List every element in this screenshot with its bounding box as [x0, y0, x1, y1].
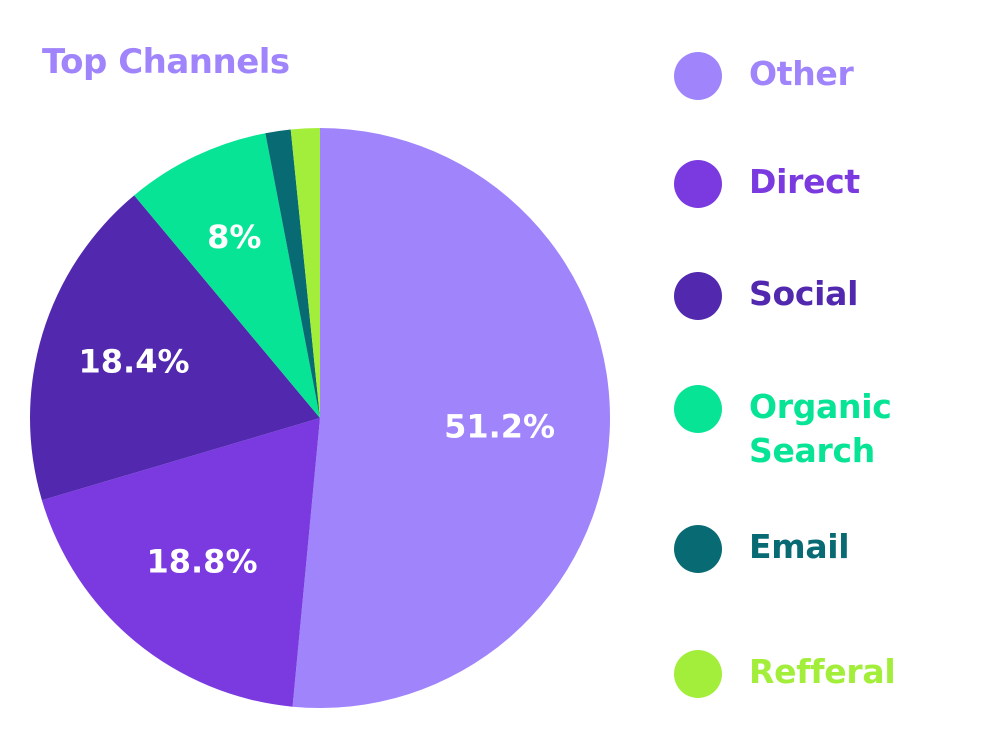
pie-label-social: 18.4%: [79, 343, 190, 381]
legend-swatch: [674, 160, 722, 208]
legend-swatch: [674, 525, 722, 573]
legend-swatch: [674, 385, 722, 433]
legend-item-other: Other: [674, 52, 854, 100]
legend-item-direct: Direct: [674, 160, 860, 208]
legend-item-social: Social: [674, 272, 858, 320]
pie-slice-email: [265, 129, 320, 418]
pie-slice-refferal: [290, 128, 320, 418]
pie-slice-other: [292, 128, 610, 708]
legend-item-refferal: Refferal: [674, 650, 896, 698]
legend-swatch: [674, 272, 722, 320]
pie-slice-organic-search: [134, 133, 320, 418]
legend-label: Other: [749, 54, 854, 93]
legend-item-organic-search: Organic Search: [674, 385, 929, 473]
pie-slice-social: [30, 195, 320, 501]
legend-label: Social: [749, 274, 859, 313]
legend-label: Organic Search: [749, 387, 892, 470]
chart-title: Top Channels: [42, 42, 290, 82]
legend-swatch: [674, 650, 722, 698]
legend-label: Direct: [749, 162, 860, 201]
legend-label: Refferal: [749, 652, 896, 691]
pie-slice-direct: [41, 418, 320, 707]
pie-label-organic-search: 8%: [207, 218, 261, 256]
legend-item-email: Email: [674, 525, 850, 573]
pie-label-other: 51.2%: [444, 408, 555, 446]
pie-label-direct: 18.8%: [146, 542, 257, 580]
legend-swatch: [674, 52, 722, 100]
legend-label: Email: [749, 527, 850, 566]
